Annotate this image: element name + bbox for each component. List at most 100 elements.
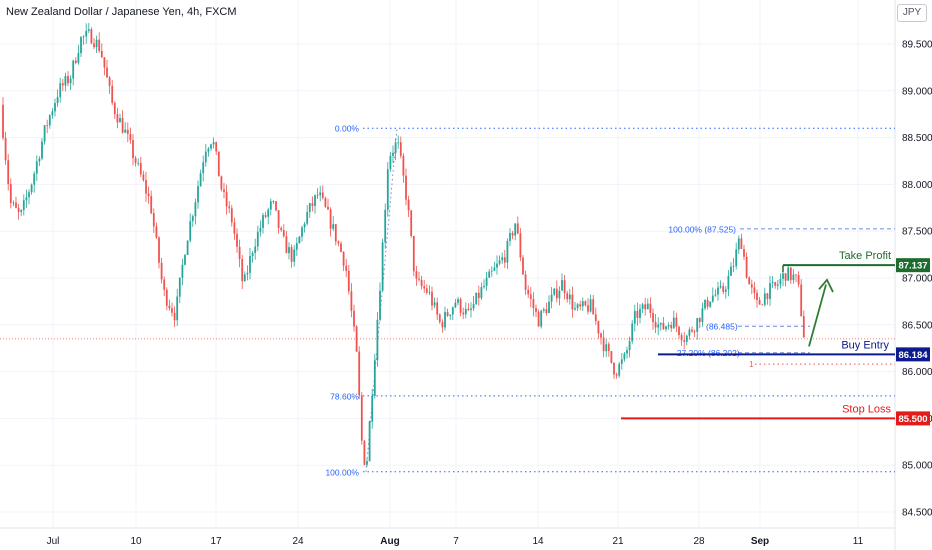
candle-body: [59, 83, 62, 98]
fib-extension-label: 100.00% (87.525): [668, 224, 736, 234]
candle-body: [186, 240, 189, 255]
candle-body: [789, 267, 792, 281]
candle-body: [254, 246, 257, 253]
candle-body: [145, 180, 147, 194]
candle-body: [217, 151, 220, 177]
candle-body: [717, 287, 719, 295]
chart-title: New Zealand Dollar / Japanese Yen, 4h, F…: [6, 6, 237, 18]
candle-body: [527, 289, 530, 295]
candle-body: [636, 310, 639, 318]
candle-body: [103, 57, 106, 68]
candle-body: [623, 353, 626, 360]
candle-body: [334, 224, 337, 242]
candle-body: [124, 129, 127, 133]
candle-body: [25, 197, 28, 201]
y-tick-label: 88.500: [902, 133, 932, 144]
candle-body: [82, 36, 85, 38]
candle-body: [579, 304, 582, 307]
candle-body: [594, 314, 597, 322]
candle-body: [119, 118, 121, 123]
candle-body: [581, 301, 584, 307]
candle-body: [4, 137, 7, 161]
candle-body: [147, 193, 150, 197]
candle-body: [228, 206, 231, 209]
candle-body: [602, 337, 605, 352]
candle-body: [524, 274, 527, 290]
candle-body: [246, 272, 249, 275]
fib-level-label: 100.00%: [325, 467, 359, 477]
candle-body: [550, 294, 553, 302]
buy-entry-price: 86.184: [898, 350, 928, 361]
candle-body: [15, 202, 17, 208]
y-tick-label: 85.000: [902, 461, 932, 472]
candle-body: [360, 395, 363, 441]
candle-body: [711, 295, 714, 302]
candle-body: [563, 280, 566, 294]
candle-body: [301, 227, 303, 237]
candle-body: [303, 223, 306, 228]
candle-body: [308, 203, 311, 212]
candle-body: [735, 249, 738, 267]
candle-body: [389, 155, 392, 170]
fib-level-label: 78.60%: [330, 391, 359, 401]
candle-body: [592, 299, 595, 315]
candle-body: [165, 289, 168, 306]
candle-body: [756, 292, 758, 301]
candle-body: [737, 238, 740, 250]
candle-body: [241, 258, 244, 282]
candle-body: [87, 29, 90, 31]
candle-body: [402, 155, 405, 176]
candle-body: [108, 77, 111, 86]
candle-body: [607, 344, 610, 352]
candle-body: [501, 257, 504, 261]
candle-body: [337, 241, 340, 244]
candle-body: [155, 226, 158, 238]
candle-body: [740, 238, 743, 250]
candle-body: [233, 222, 236, 234]
candle-body: [568, 294, 571, 300]
candle-body: [397, 142, 400, 144]
candle-body: [766, 293, 769, 299]
currency-button[interactable]: JPY: [897, 4, 927, 22]
upward-arrow-icon: [808, 284, 827, 347]
candle-body: [457, 299, 459, 303]
candle-body: [210, 144, 212, 149]
stop-loss-price: 85.500: [898, 414, 927, 425]
x-tick-label: 11: [853, 536, 864, 547]
fib-trend-line: [365, 128, 398, 472]
candle-body: [631, 323, 634, 342]
candle-body: [392, 152, 394, 156]
candle-body: [584, 301, 587, 306]
candle-body: [678, 326, 680, 336]
candle-body: [641, 304, 644, 309]
x-tick-label: 24: [292, 536, 304, 547]
candle-body: [714, 294, 717, 296]
candle-body: [659, 322, 662, 325]
candle-body: [306, 211, 309, 224]
candle-body: [171, 308, 173, 313]
candle-body: [613, 362, 615, 375]
candle-body: [56, 97, 59, 104]
candle-body: [516, 223, 519, 234]
candle-body: [74, 60, 77, 63]
candle-body: [610, 351, 613, 363]
candle-body: [753, 287, 756, 293]
candle-body: [95, 39, 98, 48]
candle-body: [662, 322, 665, 330]
candle-body: [626, 350, 628, 354]
x-tick-label: 7: [453, 536, 459, 547]
candle-body: [204, 151, 207, 163]
candle-body: [511, 232, 514, 236]
candle-body: [743, 249, 745, 257]
y-tick-label: 86.000: [902, 367, 932, 378]
candle-body: [748, 277, 751, 285]
candle-body: [724, 289, 727, 292]
candle-body: [98, 39, 101, 51]
candle-body: [706, 299, 709, 307]
candle-body: [451, 307, 454, 315]
candle-body: [106, 67, 108, 78]
candle-body: [139, 163, 142, 175]
candle-body: [371, 395, 374, 422]
candle-body: [750, 284, 753, 288]
